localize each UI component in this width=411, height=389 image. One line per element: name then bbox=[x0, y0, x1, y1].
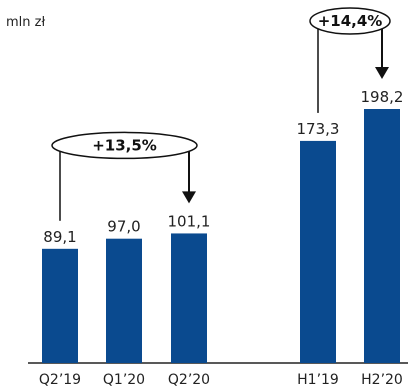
growth-oval bbox=[51, 131, 198, 160]
category-tick-label: H1’19 bbox=[297, 372, 339, 388]
growth-oval bbox=[309, 7, 391, 35]
bar bbox=[364, 109, 400, 363]
bar bbox=[171, 233, 207, 363]
unit-label: mln zł bbox=[6, 15, 45, 30]
growth-arrow-head bbox=[182, 191, 196, 204]
bar bbox=[42, 248, 78, 363]
value-label: 173,3 bbox=[297, 120, 340, 138]
category-tick-label: Q1’20 bbox=[103, 372, 145, 388]
value-label: 198,2 bbox=[361, 88, 404, 106]
value-label: 97,0 bbox=[107, 218, 140, 236]
category-tick-label: Q2’20 bbox=[168, 372, 210, 388]
bar bbox=[106, 238, 142, 363]
growth-label: +13,5% bbox=[92, 136, 157, 154]
category-tick-label: H2’20 bbox=[361, 372, 403, 388]
value-label: 101,1 bbox=[168, 212, 211, 230]
growth-arrow-head bbox=[375, 67, 389, 79]
bar bbox=[300, 140, 336, 363]
growth-label: +14,4% bbox=[318, 12, 383, 30]
value-label: 89,1 bbox=[43, 228, 76, 246]
category-tick-label: Q2’19 bbox=[39, 372, 81, 388]
